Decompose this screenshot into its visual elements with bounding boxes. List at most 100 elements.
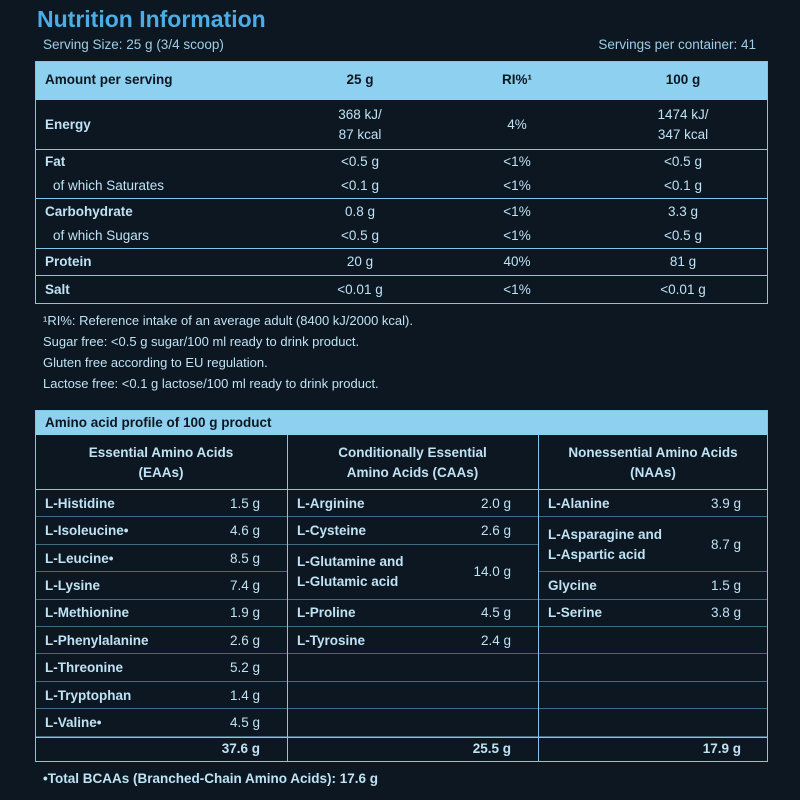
empty-row <box>538 680 768 682</box>
amino-name: L-Methionine <box>45 605 129 621</box>
value-100g: <0.5 g <box>664 227 702 243</box>
amino-name: L-Cysteine <box>297 523 367 539</box>
row-separator <box>287 543 538 545</box>
table-border <box>35 61 768 304</box>
ri-value: <1% <box>503 227 531 243</box>
column-heading: Conditionally Essential <box>338 445 487 460</box>
column-heading: (EAAs) <box>138 465 184 480</box>
amino-name: Glycine <box>548 577 597 593</box>
value-25g: <0.01 g <box>337 281 383 297</box>
column-divider <box>287 435 288 762</box>
amino-total: 17.9 g <box>702 741 741 757</box>
row-separator <box>35 275 768 276</box>
row-separator <box>35 653 287 655</box>
heading-separator <box>538 489 768 490</box>
value-25g: <0.5 g <box>341 227 379 243</box>
amino-value: 1.5 g <box>229 495 260 511</box>
nutrient-label: Carbohydrate <box>45 203 133 219</box>
value-100g: <0.1 g <box>664 178 702 194</box>
amino-value: 2.6 g <box>480 523 511 539</box>
row-separator <box>35 247 768 249</box>
column-header: 100 g <box>665 72 701 87</box>
ri-value: <1% <box>503 178 531 194</box>
servings-per-container: Servings per container: 41 <box>598 37 756 52</box>
column-heading: Essential Amino Acids <box>88 445 234 460</box>
column-header: Amount per serving <box>45 72 173 87</box>
ri-value: <1% <box>503 281 531 297</box>
row-separator <box>35 148 768 150</box>
value-25g: 0.8 g <box>344 203 376 219</box>
column-header: 25 g <box>346 72 374 87</box>
table-header-bar <box>35 61 768 100</box>
row-separator <box>538 516 768 518</box>
row-separator <box>35 543 287 545</box>
title: Nutrition Information <box>37 6 266 32</box>
ri-value: <1% <box>503 203 531 219</box>
empty-row <box>538 708 768 710</box>
row-separator <box>35 571 287 573</box>
ri-value: <1% <box>503 154 531 170</box>
amino-name: L-Serine <box>548 605 603 621</box>
row-separator <box>538 571 768 573</box>
value-25g: 87 kcal <box>338 126 382 142</box>
row-separator <box>538 598 768 600</box>
row-separator <box>287 653 538 655</box>
value-100g: 1474 kJ/ <box>657 106 709 122</box>
column-header: RI%¹ <box>502 72 532 87</box>
amino-name: L-Tryptophan <box>45 687 132 703</box>
amino-value: 7.4 g <box>229 577 260 593</box>
amino-value: 2.6 g <box>229 632 260 648</box>
amino-name: L-Asparagine and <box>548 526 663 542</box>
empty-row <box>538 735 768 737</box>
value-100g: 347 kcal <box>657 126 709 142</box>
ri-value: 4% <box>507 116 527 132</box>
row-separator <box>35 708 287 710</box>
value-100g: <0.5 g <box>664 154 702 170</box>
note: Lactose free: <0.1 g lactose/100 ml read… <box>43 376 379 391</box>
amino-name: L-Histidine <box>45 495 115 511</box>
row-separator <box>35 198 768 199</box>
totals-separator <box>35 736 768 738</box>
footer: •Total BCAAs (Branched-Chain Amino Acids… <box>43 771 379 786</box>
amino-name: L-Phenylalanine <box>45 632 149 648</box>
column-heading: (NAAs) <box>630 465 676 480</box>
amino-total: 37.6 g <box>221 741 260 757</box>
nutrient-label: Energy <box>45 116 91 132</box>
empty-row <box>287 708 538 710</box>
value-100g: <0.01 g <box>660 281 706 297</box>
note: ¹RI%: Reference intake of an average adu… <box>43 313 413 328</box>
value-25g: 20 g <box>346 254 374 270</box>
amino-name: L-Tyrosine <box>297 632 366 648</box>
note: Gluten free according to EU regulation. <box>43 355 268 370</box>
amino-name: L-Proline <box>297 605 356 621</box>
amino-value: 8.7 g <box>710 536 741 552</box>
amino-value: 1.4 g <box>229 687 260 703</box>
empty-row <box>287 735 538 737</box>
amino-name: L-Isoleucine• <box>45 523 129 539</box>
note: Sugar free: <0.5 g sugar/100 ml ready to… <box>43 334 360 349</box>
nutrient-label: Salt <box>45 281 70 297</box>
nutrient-label: of which Saturates <box>53 178 165 194</box>
amino-border <box>35 410 768 762</box>
ri-value: 40% <box>503 254 531 270</box>
row-separator <box>287 598 538 600</box>
amino-name: L-Glutamine and <box>297 554 404 570</box>
nutrient-label: of which Sugars <box>53 227 150 243</box>
nutrient-label: Protein <box>45 254 92 270</box>
amino-value: 5.2 g <box>229 660 260 676</box>
amino-name: L-Lysine <box>45 577 101 593</box>
amino-value: 1.5 g <box>710 577 741 593</box>
amino-header-bar <box>35 410 768 435</box>
column-heading: Nonessential Amino Acids <box>568 445 738 460</box>
amino-name: L-Leucine• <box>45 550 114 566</box>
row-separator <box>287 626 538 627</box>
value-100g: 81 g <box>669 254 697 270</box>
value-25g: 368 kJ/ <box>338 106 382 122</box>
amino-value: 14.0 g <box>473 564 511 580</box>
row-separator <box>35 626 287 627</box>
amino-value: 3.9 g <box>710 495 741 511</box>
value-25g: <0.1 g <box>341 178 379 194</box>
column-divider <box>538 435 539 762</box>
amino-name: L-Glutamic acid <box>297 574 399 590</box>
